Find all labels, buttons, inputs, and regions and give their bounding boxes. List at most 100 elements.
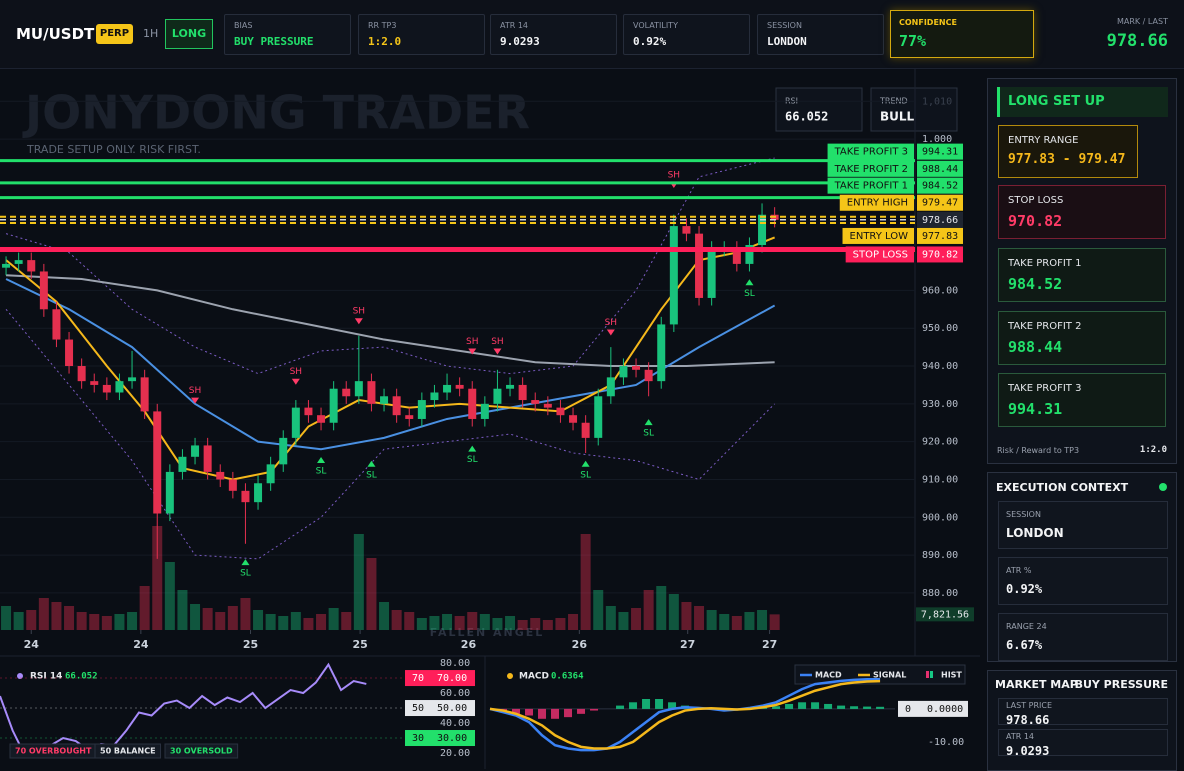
volume-bar [353, 534, 364, 630]
candle-body [707, 248, 716, 298]
market-item: LAST PRICE 978.66 [998, 698, 1168, 727]
swing-label: SL [643, 429, 654, 439]
volume-bar [668, 594, 679, 630]
tp-card: TAKE PROFIT 1 984.52 [998, 248, 1166, 302]
volume-bar [202, 608, 213, 630]
swing-label: SH [353, 307, 365, 317]
candle-body [430, 392, 439, 401]
volume-bar [492, 618, 503, 630]
candle-body [52, 309, 61, 340]
volume-bar [76, 612, 87, 630]
candle-body [27, 260, 36, 272]
candle-body [657, 324, 666, 382]
hist-bar [655, 698, 664, 709]
y-tick-label: 80.00 [440, 658, 470, 669]
rsi-level-box [405, 700, 475, 717]
level-value: 977.83 [922, 231, 958, 242]
candle-body [153, 411, 162, 514]
swing-label: SL [580, 470, 591, 480]
volume-bar [341, 612, 352, 630]
volume-bar [303, 618, 314, 630]
swing-label: SL [316, 467, 327, 477]
volume-bar [694, 606, 705, 630]
candle-body [543, 403, 552, 408]
volume-bar [215, 612, 226, 630]
hist-bar [616, 705, 625, 709]
level-value-box [917, 194, 963, 211]
item-value: 0.92% [1006, 582, 1043, 596]
header: MU/USDT PERP 1H LONG BIAS BUY PRESSURE RR… [0, 0, 1184, 69]
candle-body [203, 445, 212, 472]
legend-label: MACD [815, 671, 842, 680]
volume-bar [227, 606, 238, 630]
stat: RR TP3 1:2.0 [358, 14, 485, 55]
y-tick-label: 60.00 [440, 688, 470, 699]
card-value: 977.83 - 979.47 [1008, 152, 1126, 167]
volume-bar [530, 618, 541, 630]
hist-bar [577, 708, 586, 714]
candle-body [317, 415, 326, 423]
candle-body [115, 381, 124, 393]
item-value: 9.0293 [1006, 744, 1050, 758]
volume-bar [316, 614, 327, 630]
candle-body [644, 369, 653, 382]
swing-marker [317, 457, 326, 464]
swing-label: SL [744, 289, 755, 299]
candle-body [216, 471, 225, 480]
candle-body [682, 226, 691, 234]
swing-label: SL [240, 569, 251, 579]
y-tick-label: 40.00 [440, 718, 470, 729]
card-label: STOP LOSS [1008, 195, 1064, 206]
stat-value: 0.92% [633, 35, 667, 48]
hist-bar [642, 698, 651, 709]
candle-body [493, 388, 502, 404]
badge-value: 66.052 [785, 110, 828, 124]
y-tick-label: 910.00 [922, 474, 958, 485]
swing-marker [644, 419, 653, 426]
swing-marker [468, 348, 477, 355]
volume-tag [916, 607, 974, 622]
volume-bar [89, 614, 100, 630]
candle-body [178, 456, 187, 472]
hist-bar [772, 706, 781, 709]
hist-bar [785, 703, 794, 709]
level-value: 978.66 [922, 215, 958, 226]
badge: PERP [96, 24, 133, 44]
hist-bar [876, 706, 885, 709]
y-tick-label: -10.00 [928, 737, 964, 748]
volume-bar [152, 526, 163, 630]
volume-bar [366, 558, 377, 630]
rsi-level-value: 70 [412, 673, 424, 684]
level-tag [839, 194, 914, 211]
rsi-dot [17, 673, 23, 679]
stat-label: BIAS [234, 21, 253, 30]
level-tag [842, 227, 914, 244]
candle-body [732, 248, 741, 264]
volume-bar [64, 606, 75, 630]
level-tag-label: TAKE PROFIT 1 [834, 181, 908, 192]
x-tick-label: 27 [762, 638, 777, 651]
rsi-line [0, 662, 367, 758]
swing-marker [745, 279, 754, 286]
swing-marker [241, 559, 250, 566]
level-tag [845, 246, 914, 263]
x-tick-label: 25 [243, 638, 258, 651]
volume-bar [643, 590, 654, 630]
candle-body [443, 384, 452, 393]
stat-value: LONDON [767, 35, 807, 48]
candle-body [380, 396, 389, 404]
hist-bar [668, 702, 677, 709]
volume-bar [719, 614, 730, 630]
volume-bar [391, 610, 402, 630]
indicator-line [5, 157, 775, 375]
rsi-legend: 50 BALANCE [100, 747, 156, 756]
y-tick-label: 920.00 [922, 437, 958, 448]
candle-body [556, 407, 565, 416]
volume-bar [605, 606, 616, 630]
side: LONG [165, 19, 213, 49]
volume-bar [38, 598, 49, 630]
rr-label: Risk / Reward to TP3 [997, 446, 1080, 455]
zero-value: 0 [905, 704, 911, 715]
context-title: EXECUTION CONTEXT [996, 481, 1129, 494]
hist-bar [837, 705, 846, 709]
